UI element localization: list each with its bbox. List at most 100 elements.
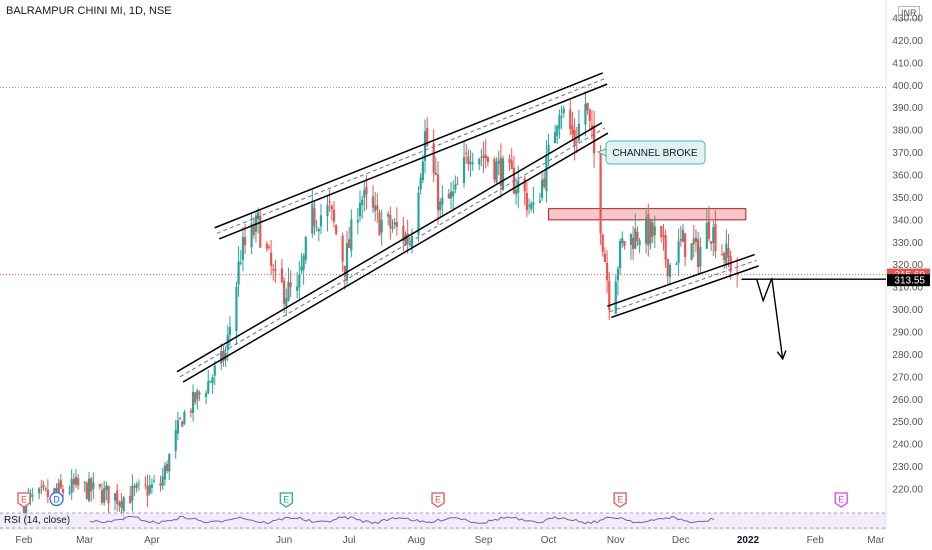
callout-box: [605, 140, 706, 165]
candle: [495, 157, 498, 185]
candle-body: [725, 243, 728, 265]
band-edge: [607, 253, 755, 307]
event-marker: E: [834, 492, 848, 508]
candle: [705, 209, 708, 249]
candle-body: [710, 241, 713, 244]
candle: [213, 360, 216, 386]
candle-body: [103, 488, 106, 503]
candle-body: [410, 235, 414, 248]
candle-body: [113, 493, 117, 501]
candle: [183, 409, 186, 426]
candle-body: [588, 109, 591, 121]
candle: [532, 186, 535, 214]
candle-body: [289, 282, 292, 287]
candle: [677, 228, 680, 277]
candle-body: [285, 298, 288, 307]
candle: [146, 474, 149, 507]
price-tick-label: 300.00: [892, 305, 923, 316]
candle: [423, 119, 427, 174]
candle-body: [514, 189, 518, 195]
candle: [484, 139, 487, 169]
candle-body: [42, 484, 45, 488]
support-price-tag-text: 313.55: [894, 276, 925, 287]
candle-body: [679, 238, 682, 241]
candle-body: [313, 208, 316, 227]
candle: [692, 224, 695, 258]
candle-body: [146, 485, 149, 496]
time-tick-label: 2022: [737, 535, 760, 546]
candle-body: [341, 235, 344, 262]
candle: [287, 267, 290, 302]
candle: [209, 380, 212, 383]
candle-body: [391, 227, 394, 229]
candle: [684, 232, 687, 267]
candle-body: [684, 233, 687, 258]
candle: [257, 207, 260, 234]
candle: [508, 154, 511, 171]
candle-body: [603, 253, 607, 263]
candle-body: [571, 125, 574, 135]
candle: [92, 472, 95, 500]
candle-body: [592, 125, 596, 154]
candle: [467, 149, 470, 172]
candle-body: [257, 212, 260, 220]
candle: [298, 261, 301, 300]
candle: [350, 209, 353, 258]
candle: [501, 155, 505, 191]
candle: [118, 500, 121, 513]
candle: [469, 150, 472, 177]
candle: [348, 226, 351, 249]
candle: [432, 129, 435, 183]
price-tick-label: 240.00: [892, 440, 923, 451]
candle: [575, 126, 578, 154]
candle-body: [311, 203, 314, 234]
candle-body: [83, 482, 86, 484]
candle: [133, 483, 136, 496]
candle-body: [569, 109, 572, 129]
candle: [285, 288, 288, 317]
price-tick-label: 290.00: [892, 328, 923, 339]
candle-body: [371, 196, 375, 208]
candle-body: [31, 495, 34, 497]
candle-body: [707, 221, 711, 239]
time-tick-label: Oct: [541, 535, 557, 546]
candle-body: [601, 234, 604, 252]
time-tick-label: Jul: [343, 535, 356, 546]
candle: [272, 264, 275, 281]
candle-body: [404, 234, 407, 245]
candle: [198, 390, 201, 401]
candle: [393, 217, 396, 229]
candle-body: [348, 239, 351, 248]
candle: [590, 110, 594, 139]
event-marker: E: [613, 492, 627, 508]
currency-badge[interactable]: INR: [898, 6, 920, 20]
candle-body: [653, 226, 656, 236]
candle: [404, 231, 407, 247]
candle: [584, 91, 587, 137]
time-tick-label: Mar: [867, 535, 885, 546]
candle-body: [174, 430, 177, 452]
candle: [259, 209, 262, 248]
candle-body: [530, 203, 533, 210]
candle-body: [645, 218, 648, 244]
candle: [525, 181, 528, 217]
candle: [148, 474, 151, 496]
price-tick-label: 390.00: [892, 103, 923, 114]
candle-body: [540, 179, 544, 198]
candle: [608, 271, 611, 321]
candle-body: [287, 281, 290, 301]
candle: [395, 207, 398, 236]
candle: [714, 210, 717, 259]
candle: [651, 220, 654, 243]
candle: [601, 233, 604, 257]
candle-body: [720, 254, 724, 256]
candle-body: [361, 199, 364, 205]
candle: [181, 420, 184, 427]
candle: [389, 206, 392, 240]
candle: [207, 369, 210, 395]
candle: [161, 467, 164, 490]
candle-body: [283, 280, 286, 304]
candle: [144, 476, 147, 490]
candle-body: [239, 262, 242, 264]
